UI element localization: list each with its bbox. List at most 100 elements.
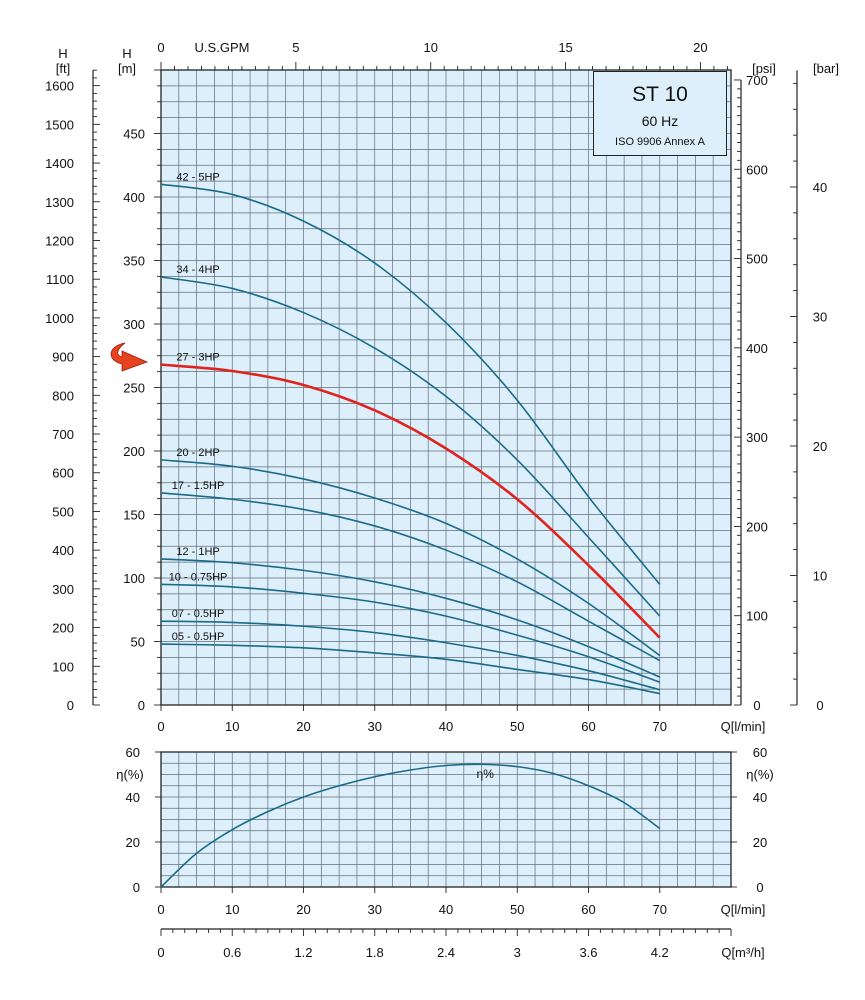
y-tick-label-m: 200 xyxy=(123,444,145,459)
x-axis-label-head: Q[l/min] xyxy=(721,719,766,734)
y-tick-label-psi: 500 xyxy=(746,252,768,267)
y-tick-label-bar: 40 xyxy=(813,180,827,195)
y-axis-unit-m: [m] xyxy=(118,61,136,76)
y-tick-label-ft: 500 xyxy=(52,504,74,519)
head-curve-label: 34 - 4HP xyxy=(176,264,219,276)
head-curve-7 xyxy=(160,583,661,683)
head-curve-9 xyxy=(160,643,660,695)
y-tick-label-m: 50 xyxy=(131,635,145,650)
eff-tick-label-right: 20 xyxy=(753,835,767,850)
y-tick-label-ft: 1500 xyxy=(45,117,74,132)
chart-frequency: 60 Hz xyxy=(641,113,679,129)
x-tick-label-head: 70 xyxy=(653,719,667,734)
efficiency-curve-label: η% xyxy=(477,767,495,781)
x-tick-label-eff: 60 xyxy=(581,902,595,917)
x-tick-label-head: 40 xyxy=(439,719,453,734)
top-tick-label-gpm: 5 xyxy=(292,40,299,55)
x2-tick-label-m3h: 4.2 xyxy=(651,945,669,960)
y-tick-label-psi: 0 xyxy=(753,698,760,713)
eff-tick-label-left: 60 xyxy=(126,745,140,760)
y-tick-label-m: 150 xyxy=(123,508,145,523)
eff-tick-label-left: 20 xyxy=(126,835,140,850)
y-tick-label-ft: 400 xyxy=(52,543,74,558)
top-tick-label-gpm: 0 xyxy=(157,40,164,55)
y-tick-label-ft: 1200 xyxy=(45,233,74,248)
chart-axes: 050100150200250300350400450H[m]010020030… xyxy=(45,40,839,960)
x-axis-label-eff: Q[l/min] xyxy=(721,902,766,917)
x2-tick-label-m3h: 0 xyxy=(157,945,164,960)
y-tick-label-psi: 100 xyxy=(746,609,768,624)
head-curve-label: 10 - 0.75HP xyxy=(169,571,228,583)
y-tick-label-bar: 0 xyxy=(816,698,823,713)
y-tick-label-m: 250 xyxy=(123,381,145,396)
y-tick-label-ft: 1400 xyxy=(45,156,74,171)
eff-axis-label-left: η(%) xyxy=(116,767,143,782)
head-curve-label: 12 - 1HP xyxy=(176,546,219,558)
x-tick-label-head: 60 xyxy=(581,719,595,734)
y-tick-label-ft: 600 xyxy=(52,466,74,481)
head-curve-label: 07 - 0.5HP xyxy=(172,608,225,620)
y-tick-label-bar: 20 xyxy=(813,439,827,454)
x-tick-label-eff: 50 xyxy=(510,902,524,917)
head-curve-6 xyxy=(160,558,661,678)
x-tick-label-head: 10 xyxy=(225,719,239,734)
y-tick-label-ft: 100 xyxy=(52,659,74,674)
top-tick-label-gpm: 10 xyxy=(423,40,437,55)
x-tick-label-eff: 40 xyxy=(439,902,453,917)
head-curve-label: 17 - 1.5HP xyxy=(172,480,225,492)
x-tick-label-eff: 10 xyxy=(225,902,239,917)
x2-tick-label-m3h: 1.2 xyxy=(294,945,312,960)
y-tick-label-psi: 700 xyxy=(746,73,768,88)
y-axis-unit-psi: [psi] xyxy=(752,61,776,76)
y-axis-unit-bar: [bar] xyxy=(813,61,839,76)
y-tick-label-ft: 1600 xyxy=(45,79,74,94)
chart-standard: ISO 9906 Annex A xyxy=(615,136,705,148)
y-tick-label-m: 350 xyxy=(123,254,145,269)
x2-axis-label-m3h: Q[m³/h] xyxy=(721,945,764,960)
x2-tick-label-m3h: 0.6 xyxy=(223,945,241,960)
head-curve-2 xyxy=(160,276,661,617)
x2-tick-label-m3h: 1.8 xyxy=(366,945,384,960)
y-tick-label-ft: 800 xyxy=(52,388,74,403)
y-tick-label-m: 100 xyxy=(123,571,145,586)
y-tick-label-ft: 300 xyxy=(52,582,74,597)
chart-labels: 42 - 5HP 34 - 4HP 27 - 3HP 20 - 2HP 17 - 1.5… xyxy=(169,171,494,781)
chart-info-box: ST 10 60 Hz ISO 9906 Annex A xyxy=(593,71,727,156)
y-tick-label-m: 300 xyxy=(123,317,145,332)
chart-curves xyxy=(160,183,661,888)
y-tick-label-m: 400 xyxy=(123,190,145,205)
y-tick-label-psi: 300 xyxy=(746,430,768,445)
top-tick-label-gpm: 20 xyxy=(693,40,707,55)
y-tick-label-bar: 30 xyxy=(813,309,827,324)
y-tick-label-ft: 700 xyxy=(52,427,74,442)
y-tick-label-ft: 0 xyxy=(67,698,74,713)
x-tick-label-head: 30 xyxy=(368,719,382,734)
top-axis-label-gpm: U.S.GPM xyxy=(195,40,250,55)
head-curve-label: 42 - 5HP xyxy=(176,171,219,183)
eff-tick-label-right: 60 xyxy=(753,745,767,760)
y-tick-label-ft: 1300 xyxy=(45,195,74,210)
y-axis-top-label-m: H xyxy=(122,46,131,61)
y-tick-label-m: 0 xyxy=(138,698,145,713)
eff-tick-label-right: 40 xyxy=(753,790,767,805)
y-tick-label-ft: 900 xyxy=(52,350,74,365)
y-tick-label-ft: 1000 xyxy=(45,311,74,326)
y-tick-label-bar: 10 xyxy=(813,568,827,583)
x2-tick-label-m3h: 3 xyxy=(514,945,521,960)
head-curve-label: 05 - 0.5HP xyxy=(172,631,225,643)
eff-tick-label-left: 40 xyxy=(126,790,140,805)
y-axis-top-label-ft: H xyxy=(58,46,67,61)
x-tick-label-head: 0 xyxy=(157,719,164,734)
y-tick-label-psi: 400 xyxy=(746,341,768,356)
eff-tick-label-left: 0 xyxy=(133,880,140,895)
x-tick-label-eff: 20 xyxy=(296,902,310,917)
x-tick-label-eff: 70 xyxy=(653,902,667,917)
x-tick-label-eff: 30 xyxy=(368,902,382,917)
x-tick-label-eff: 0 xyxy=(157,902,164,917)
head-curve-3 xyxy=(160,363,661,639)
y-axis-unit-ft: [ft] xyxy=(56,61,70,76)
head-plot-grid xyxy=(160,69,732,706)
head-curve-1 xyxy=(160,183,661,585)
eff-tick-label-right: 0 xyxy=(756,880,763,895)
